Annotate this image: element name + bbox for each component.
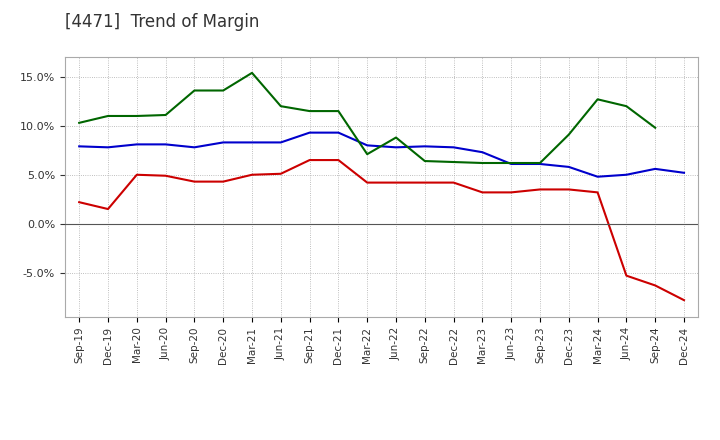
Net Income <box>161 173 170 178</box>
Operating Cashflow <box>651 125 660 130</box>
Operating Cashflow <box>449 159 458 165</box>
Operating Cashflow <box>420 158 429 164</box>
Operating Cashflow <box>622 103 631 109</box>
Ordinary Income <box>593 174 602 180</box>
Line: Operating Cashflow: Operating Cashflow <box>79 73 655 163</box>
Operating Cashflow <box>478 160 487 165</box>
Ordinary Income <box>75 144 84 149</box>
Net Income <box>334 158 343 163</box>
Ordinary Income <box>478 150 487 155</box>
Line: Ordinary Income: Ordinary Income <box>79 132 684 177</box>
Net Income <box>75 200 84 205</box>
Ordinary Income <box>219 140 228 145</box>
Net Income <box>507 190 516 195</box>
Net Income <box>449 180 458 185</box>
Net Income <box>622 273 631 278</box>
Ordinary Income <box>276 140 285 145</box>
Ordinary Income <box>622 172 631 177</box>
Operating Cashflow <box>392 135 400 140</box>
Operating Cashflow <box>507 160 516 165</box>
Net Income <box>219 179 228 184</box>
Net Income <box>536 187 544 192</box>
Line: Net Income: Net Income <box>79 160 684 300</box>
Net Income <box>680 297 688 303</box>
Operating Cashflow <box>593 97 602 102</box>
Operating Cashflow <box>276 103 285 109</box>
Ordinary Income <box>363 143 372 148</box>
Net Income <box>276 171 285 176</box>
Operating Cashflow <box>75 120 84 125</box>
Operating Cashflow <box>536 160 544 165</box>
Net Income <box>104 206 112 212</box>
Net Income <box>392 180 400 185</box>
Ordinary Income <box>104 145 112 150</box>
Ordinary Income <box>392 145 400 150</box>
Ordinary Income <box>132 142 141 147</box>
Operating Cashflow <box>564 132 573 137</box>
Operating Cashflow <box>248 70 256 76</box>
Ordinary Income <box>420 144 429 149</box>
Operating Cashflow <box>161 112 170 117</box>
Ordinary Income <box>564 164 573 169</box>
Ordinary Income <box>248 140 256 145</box>
Operating Cashflow <box>104 114 112 119</box>
Net Income <box>420 180 429 185</box>
Operating Cashflow <box>305 108 314 114</box>
Net Income <box>132 172 141 177</box>
Ordinary Income <box>305 130 314 135</box>
Operating Cashflow <box>334 108 343 114</box>
Operating Cashflow <box>363 151 372 157</box>
Net Income <box>478 190 487 195</box>
Ordinary Income <box>651 166 660 172</box>
Operating Cashflow <box>219 88 228 93</box>
Net Income <box>305 158 314 163</box>
Ordinary Income <box>507 161 516 167</box>
Ordinary Income <box>161 142 170 147</box>
Net Income <box>248 172 256 177</box>
Ordinary Income <box>680 170 688 176</box>
Net Income <box>363 180 372 185</box>
Net Income <box>190 179 199 184</box>
Operating Cashflow <box>132 114 141 119</box>
Text: [4471]  Trend of Margin: [4471] Trend of Margin <box>65 13 259 31</box>
Ordinary Income <box>190 145 199 150</box>
Net Income <box>593 190 602 195</box>
Ordinary Income <box>449 145 458 150</box>
Ordinary Income <box>536 161 544 167</box>
Net Income <box>564 187 573 192</box>
Operating Cashflow <box>190 88 199 93</box>
Ordinary Income <box>334 130 343 135</box>
Net Income <box>651 283 660 288</box>
